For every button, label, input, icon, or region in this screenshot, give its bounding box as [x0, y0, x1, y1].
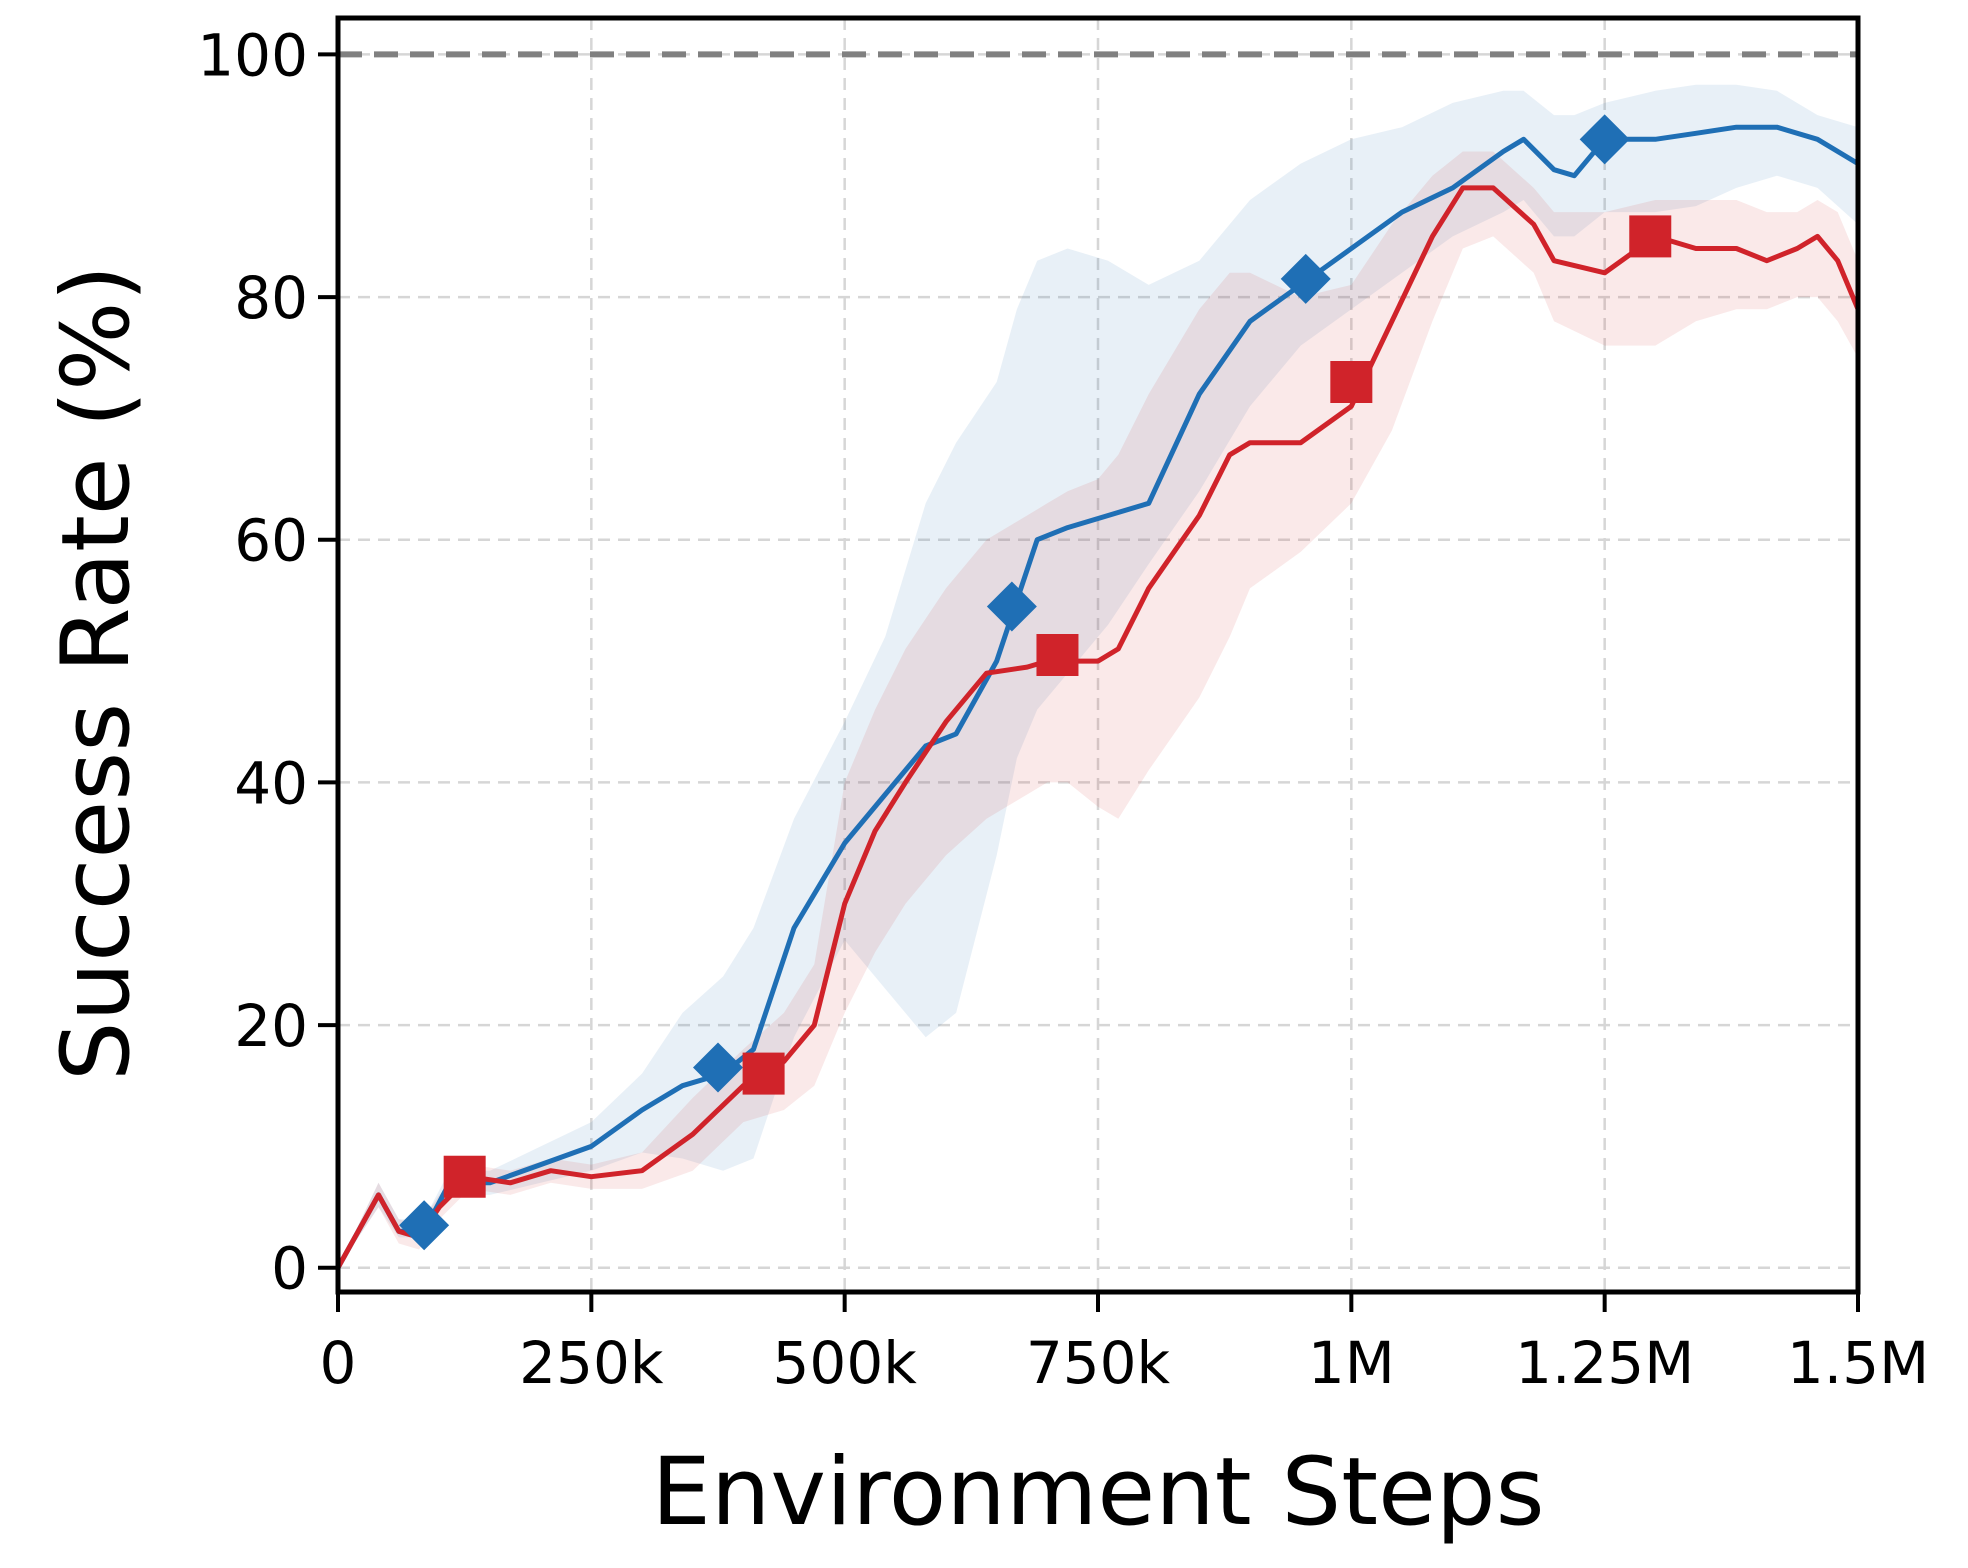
y-axis-ticks: 0 20 40 60 80 100	[197, 21, 338, 1303]
x-tick-label: 1.5M	[1787, 1329, 1929, 1397]
y-axis-label: Success Rate (%)	[42, 265, 151, 1081]
confidence-bands	[338, 84, 1858, 1268]
x-tick-label: 750k	[1026, 1329, 1171, 1397]
y-tick-label: 20	[234, 992, 308, 1060]
x-axis-label: Environment Steps	[651, 1438, 1544, 1547]
y-tick-label: 100	[197, 21, 308, 89]
x-tick-label: 500k	[773, 1329, 918, 1397]
marker-square	[1629, 215, 1672, 258]
marker-square	[1330, 361, 1373, 403]
marker-square	[742, 1052, 785, 1095]
x-tick-label: 0	[320, 1329, 357, 1397]
y-tick-label: 0	[271, 1235, 308, 1303]
x-axis-ticks: 0 250k 500k 750k 1M 1.25M 1.5M	[320, 1292, 1929, 1397]
band-series-1	[338, 84, 1858, 1268]
y-tick-label: 60	[234, 507, 308, 575]
marker-square	[443, 1155, 486, 1198]
x-tick-label: 1.25M	[1515, 1329, 1694, 1397]
series-markers	[399, 114, 1672, 1251]
marker-diamond	[693, 1042, 743, 1093]
x-tick-label: 250k	[519, 1329, 664, 1397]
line-series-1	[335, 124, 1861, 1271]
y-tick-label: 80	[234, 264, 308, 332]
y-tick-label: 40	[234, 749, 308, 817]
band-series-2	[338, 151, 1858, 1268]
marker-square	[1036, 634, 1079, 676]
marker-diamond	[399, 1200, 450, 1251]
marker-diamond	[986, 581, 1037, 632]
x-tick-label: 1M	[1308, 1329, 1395, 1397]
marker-diamond	[1280, 253, 1331, 304]
marker-diamond	[1579, 114, 1630, 165]
